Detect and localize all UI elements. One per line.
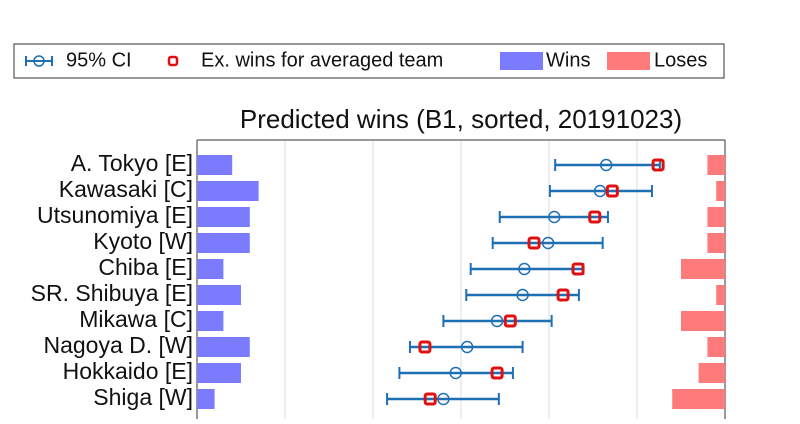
y-tick-label: Kawasaki [C] bbox=[59, 176, 193, 202]
ci-center bbox=[449, 366, 462, 380]
chart-title: Predicted wins (B1, sorted, 20191023) bbox=[240, 104, 682, 134]
y-tick-label: Utsunomiya [E] bbox=[37, 202, 193, 228]
ci-center bbox=[541, 236, 555, 250]
loses-bar bbox=[716, 285, 725, 305]
wins-bar bbox=[197, 311, 224, 331]
y-tick-label: Kyoto [W] bbox=[93, 228, 193, 254]
ci-center bbox=[599, 158, 613, 172]
wins-bar bbox=[197, 337, 250, 357]
loses-bar bbox=[681, 259, 725, 279]
ci-center bbox=[460, 340, 474, 354]
y-tick-label: Nagoya D. [W] bbox=[43, 332, 193, 358]
expected-wins bbox=[588, 210, 602, 224]
legend-ci-marker bbox=[33, 55, 45, 67]
loses-bar bbox=[707, 337, 725, 357]
y-tick-label: Shiga [W] bbox=[93, 384, 193, 410]
expected-wins bbox=[423, 392, 437, 406]
ci-center bbox=[548, 210, 561, 224]
wins-bar bbox=[197, 207, 250, 227]
legend-label: Wins bbox=[546, 49, 590, 71]
loses-bar bbox=[707, 233, 725, 253]
legend-loses-swatch bbox=[607, 52, 650, 70]
expected-wins bbox=[605, 184, 619, 198]
wins-bar bbox=[197, 285, 241, 305]
ci-center bbox=[593, 184, 607, 198]
wins-bar bbox=[197, 363, 241, 383]
y-tick-label: A. Tokyo [E] bbox=[71, 150, 193, 176]
y-tick-label: Hokkaido [E] bbox=[63, 358, 193, 384]
loses-bar bbox=[716, 181, 725, 201]
legend-label: Ex. wins for averaged team bbox=[201, 49, 443, 71]
ci-center bbox=[437, 392, 450, 406]
loses-bar bbox=[707, 155, 725, 175]
legend-box bbox=[13, 43, 725, 79]
legend-ex-marker bbox=[167, 55, 179, 67]
expected-wins bbox=[527, 236, 541, 250]
expected-wins bbox=[556, 288, 570, 302]
ci-center bbox=[518, 262, 531, 276]
wins-bar bbox=[197, 259, 224, 279]
wins-bar bbox=[197, 389, 215, 409]
expected-wins bbox=[651, 158, 665, 172]
y-tick-label: Mikawa [C] bbox=[79, 306, 193, 332]
legend-wins-swatch bbox=[500, 52, 543, 70]
loses-bar bbox=[681, 311, 725, 331]
expected-wins bbox=[490, 366, 504, 380]
ci-center bbox=[516, 288, 529, 302]
wins-bar bbox=[197, 233, 250, 253]
legend-label: 95% CI bbox=[66, 49, 132, 71]
expected-wins bbox=[571, 262, 585, 276]
loses-bar bbox=[672, 389, 725, 409]
legend-label: Loses bbox=[654, 49, 707, 71]
wins-bar bbox=[197, 155, 233, 175]
loses-bar bbox=[698, 363, 725, 383]
expected-wins bbox=[418, 340, 432, 354]
wins-bar bbox=[197, 181, 259, 201]
ci-center bbox=[490, 314, 504, 328]
y-tick-label: SR. Shibuya [E] bbox=[31, 280, 193, 306]
y-tick-label: Chiba [E] bbox=[98, 254, 193, 280]
loses-bar bbox=[707, 207, 725, 227]
expected-wins bbox=[503, 314, 517, 328]
